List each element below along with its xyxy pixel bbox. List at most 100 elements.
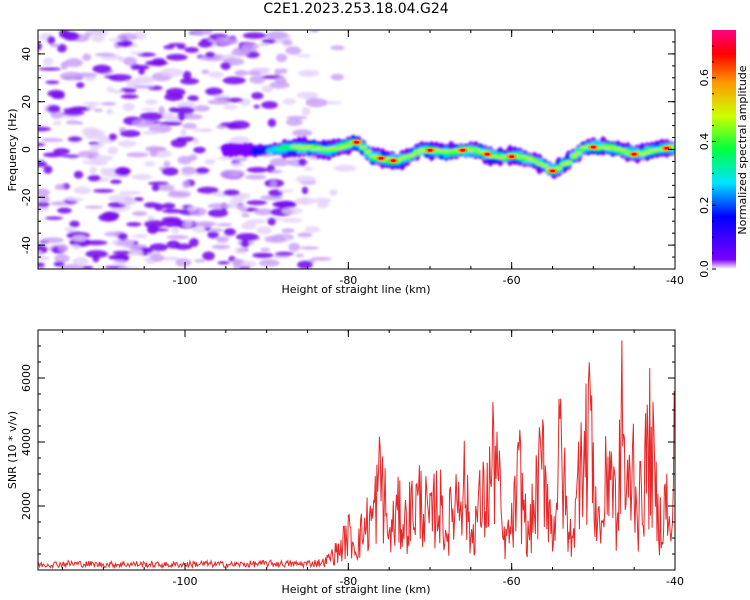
noise-blob bbox=[151, 184, 160, 192]
noise-blob bbox=[295, 175, 316, 183]
colorbar-tick-label: 0.0 bbox=[698, 260, 711, 278]
noise-blob bbox=[147, 225, 159, 234]
noise-blob bbox=[298, 69, 320, 77]
noise-blob bbox=[63, 31, 80, 41]
spectrogram-y-tick-label: 0 bbox=[20, 146, 33, 153]
noise-blob bbox=[279, 68, 288, 74]
noise-blob bbox=[66, 197, 85, 202]
noise-blob bbox=[59, 264, 84, 269]
noise-blob bbox=[167, 191, 191, 198]
noise-blob bbox=[86, 103, 97, 110]
spectrogram-x-tick-label: -100 bbox=[173, 274, 198, 287]
noise-blob bbox=[162, 202, 176, 210]
noise-blob bbox=[222, 76, 246, 85]
noise-blob bbox=[53, 261, 65, 267]
noise-blob bbox=[75, 121, 84, 125]
noise-blob bbox=[223, 104, 238, 110]
noise-blob bbox=[144, 161, 156, 167]
noise-blob bbox=[182, 180, 191, 189]
noise-blob bbox=[182, 123, 198, 129]
noise-blob bbox=[132, 119, 154, 128]
noise-blob bbox=[229, 169, 245, 178]
noise-blob bbox=[131, 173, 153, 180]
noise-blob bbox=[174, 243, 193, 250]
noise-blob bbox=[253, 104, 260, 109]
noise-blob bbox=[133, 76, 155, 84]
spectrogram-x-tick-label: -80 bbox=[339, 274, 357, 287]
noise-blob bbox=[38, 188, 51, 197]
noise-blob bbox=[107, 146, 119, 155]
noise-blob bbox=[234, 247, 247, 254]
noise-blob bbox=[38, 67, 62, 71]
noise-blob bbox=[59, 71, 84, 81]
noise-blob bbox=[118, 55, 125, 62]
noise-blob bbox=[139, 112, 163, 121]
noise-blob bbox=[82, 101, 102, 105]
noise-blob bbox=[89, 166, 97, 175]
noise-blob bbox=[205, 87, 223, 96]
noise-blob bbox=[223, 228, 236, 236]
ridge-peak-core bbox=[354, 140, 359, 144]
noise-blob bbox=[147, 181, 170, 186]
noise-blob bbox=[297, 232, 313, 238]
noise-blob bbox=[297, 260, 313, 269]
noise-blob bbox=[159, 256, 180, 261]
noise-blob bbox=[258, 259, 280, 267]
noise-blob bbox=[333, 164, 357, 172]
noise-blob bbox=[123, 56, 137, 66]
noise-blob bbox=[180, 128, 187, 137]
noise-blob bbox=[63, 107, 84, 112]
noise-blob bbox=[112, 250, 134, 255]
noise-blob bbox=[108, 74, 132, 82]
ridge-segment bbox=[574, 152, 583, 155]
spectrogram-ridge bbox=[221, 134, 675, 179]
snr-y-tick-label: 6000 bbox=[20, 364, 33, 392]
noise-blob bbox=[54, 253, 70, 263]
noise-blob bbox=[145, 146, 167, 152]
noise-blob bbox=[330, 45, 345, 51]
noise-blob bbox=[230, 162, 245, 167]
noise-blob bbox=[111, 89, 125, 94]
noise-blob bbox=[281, 217, 303, 223]
noise-blob bbox=[208, 228, 224, 232]
noise-blob bbox=[259, 67, 270, 75]
colorbar-label: Normalized spectral amplitude bbox=[736, 65, 749, 234]
noise-blob bbox=[186, 206, 197, 211]
noise-blob bbox=[38, 250, 43, 258]
noise-blob bbox=[82, 159, 101, 165]
noise-blob bbox=[82, 53, 92, 61]
spectrogram-y-tick-label: 20 bbox=[20, 95, 33, 109]
noise-blob bbox=[299, 197, 308, 204]
noise-blob bbox=[232, 157, 248, 162]
colorbar-tick-label: 0.4 bbox=[698, 133, 711, 151]
noise-blob bbox=[184, 47, 199, 53]
noise-blob bbox=[165, 87, 186, 97]
noise-blob bbox=[156, 184, 175, 192]
noise-blob bbox=[142, 130, 160, 135]
noise-blob bbox=[216, 223, 233, 227]
noise-blob bbox=[251, 92, 264, 100]
noise-blob bbox=[261, 101, 278, 109]
snr-panel: -100 -80 -60 -40 2000 4000 6000 Height of str… bbox=[6, 329, 684, 596]
noise-blob bbox=[176, 136, 196, 142]
noise-blob bbox=[128, 249, 144, 257]
noise-blob bbox=[38, 160, 47, 168]
noise-blob bbox=[69, 220, 80, 228]
noise-blob bbox=[281, 207, 303, 215]
noise-blob bbox=[201, 69, 210, 75]
noise-blob bbox=[301, 107, 311, 116]
noise-blob bbox=[219, 122, 235, 127]
noise-blob bbox=[60, 154, 81, 158]
noise-blob bbox=[295, 253, 304, 258]
noise-blob bbox=[197, 186, 219, 194]
noise-blob bbox=[80, 265, 94, 269]
noise-blob bbox=[57, 244, 69, 253]
noise-blob bbox=[299, 246, 320, 250]
noise-blob bbox=[163, 45, 175, 50]
colorbar-ticks: 0.0 0.2 0.4 0.6 bbox=[698, 45, 716, 278]
noise-blob bbox=[193, 146, 206, 154]
noise-blob bbox=[269, 157, 290, 167]
ridge-segment bbox=[564, 161, 573, 165]
chart-title: C2E1.2023.253.18.04.G24 bbox=[263, 1, 448, 17]
noise-blob bbox=[148, 124, 172, 134]
